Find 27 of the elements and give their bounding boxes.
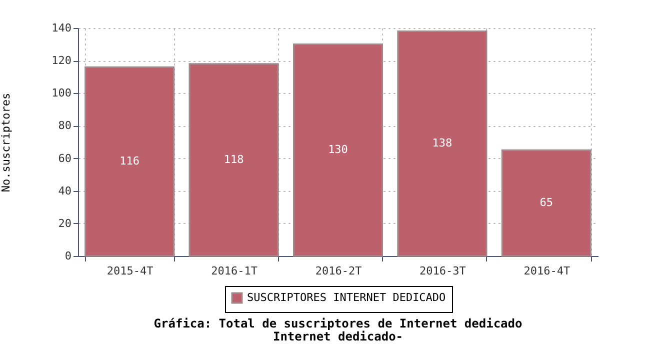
x-tick-label: 2016-4T — [524, 264, 570, 278]
y-tick-label: 120 — [52, 54, 72, 68]
y-tick-label: 40 — [58, 184, 72, 198]
y-tick-label: 140 — [52, 22, 72, 34]
data-label: 65 — [540, 196, 554, 210]
bar — [292, 44, 384, 257]
bar — [397, 30, 488, 257]
legend-label: SUSCRIPTORES INTERNET DEDICADO — [247, 291, 446, 304]
text: Gráfica: Total de suscriptores de Internet dedicado — [154, 316, 522, 330]
data-label: 130 — [328, 143, 348, 156]
y-tick-label: 60 — [58, 152, 72, 165]
x-tick-label: 2016-3T — [420, 264, 466, 278]
text: Internet dedicado- — [272, 330, 404, 344]
bar — [188, 63, 279, 257]
data-label: 138 — [432, 136, 452, 150]
x-tick-label: 2015-4T — [106, 264, 154, 278]
x-tick-label: 2016-2T — [315, 264, 362, 278]
y-tick-label: 80 — [58, 119, 72, 132]
data-label: 116 — [120, 154, 140, 168]
bar — [84, 66, 175, 257]
x-tick-label: 2016-1T — [211, 264, 258, 278]
y-axis-title: No.suscriptores — [0, 92, 13, 192]
bar — [501, 149, 592, 257]
y-tick-label: 100 — [52, 86, 72, 100]
data-label: 118 — [224, 152, 244, 166]
y-tick-label: 20 — [58, 216, 72, 230]
y-tick-label: 0 — [64, 250, 72, 262]
